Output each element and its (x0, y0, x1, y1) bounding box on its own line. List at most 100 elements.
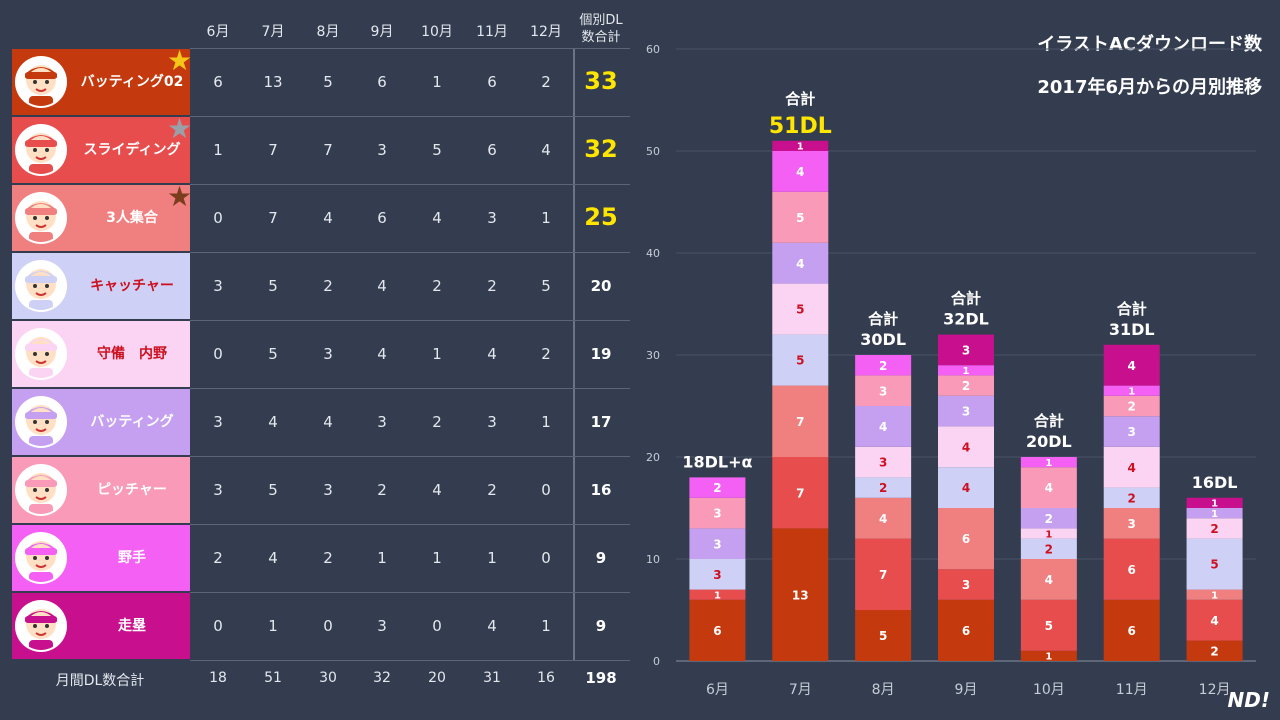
table-row: バッティング (12, 389, 190, 455)
segment-value-label: 5 (1210, 558, 1218, 572)
segment-value-label: 2 (1128, 491, 1136, 505)
table-cell: 3 (323, 481, 333, 499)
total-header-line1: 個別DL (579, 13, 623, 28)
row-divider (190, 660, 630, 661)
row-total: 9 (595, 549, 607, 567)
character-avatar-icon (15, 192, 67, 244)
bar-segment (855, 406, 912, 447)
segment-value-label: 4 (1210, 614, 1218, 628)
segment-value-label: 2 (879, 359, 887, 373)
bar-total-prefix: 合計 (867, 310, 898, 328)
watermark-logo: ND! (1227, 688, 1270, 712)
table-cell: 5 (268, 277, 278, 295)
table-cell: 2 (323, 549, 333, 567)
y-tick-label: 20 (646, 451, 660, 464)
y-tick-label: 10 (646, 553, 660, 566)
chart-subtitle: 2017年6月からの月別推移 (1037, 77, 1262, 98)
bar-segment (689, 528, 746, 559)
row-divider (190, 48, 630, 49)
row-divider (190, 184, 630, 185)
table-cell: 1 (213, 141, 223, 159)
table-cell: 2 (213, 549, 223, 567)
bar-segment (938, 395, 994, 427)
bar-segment (772, 151, 829, 192)
table-cell: 2 (377, 481, 387, 499)
segment-value-label: 6 (962, 532, 970, 546)
segment-value-label: 4 (962, 440, 970, 454)
bar-segment (772, 191, 829, 243)
bar-segment (1186, 589, 1243, 600)
segment-value-label: 4 (879, 420, 887, 434)
segment-value-label: 4 (1045, 573, 1053, 587)
table-cell: 3 (213, 277, 223, 295)
segment-value-label: 4 (962, 481, 970, 495)
table-cell: 4 (268, 413, 278, 431)
rank-star-icon: ★ (167, 180, 193, 213)
footer-month-total: 18 (209, 670, 227, 686)
row-divider (190, 456, 630, 457)
row-label: 守備 内野 (97, 346, 167, 362)
bar-segment (938, 375, 994, 396)
footer-label: 月間DL数合計 (55, 673, 145, 689)
bar-segment (855, 497, 912, 539)
bar-total-prefix: 合計 (1116, 300, 1147, 318)
bar-segment (1103, 446, 1160, 488)
table-cell: 4 (268, 549, 278, 567)
segment-value-label: 2 (1210, 644, 1218, 658)
segment-value-label: 6 (1128, 624, 1136, 638)
bar-segment (855, 538, 912, 610)
row-total: 9 (595, 617, 607, 635)
rank-star-icon: ★ (167, 112, 193, 145)
row-total: 25 (584, 203, 618, 231)
segment-value-label: 6 (713, 624, 721, 638)
x-tick-label: 9月 (955, 682, 978, 698)
segment-value-label: 3 (962, 578, 970, 592)
footer-month-total: 32 (373, 670, 391, 686)
total-column-divider (573, 48, 575, 660)
bar-segment (855, 355, 912, 376)
table-cell: 13 (263, 73, 283, 91)
y-tick-label: 40 (646, 247, 660, 260)
table-row: バッティング02 ★ (12, 47, 192, 115)
row-total: 16 (590, 481, 612, 499)
bar-segment (1020, 528, 1077, 539)
row-total: 19 (590, 345, 612, 363)
segment-value-label: 2 (1128, 400, 1136, 414)
table-cell: 6 (213, 73, 223, 91)
table-cell: 0 (213, 345, 223, 363)
footer-month-total: 31 (483, 670, 501, 686)
table-cell: 7 (268, 141, 278, 159)
bar-total-prefix: 合計 (950, 290, 981, 308)
table-cell: 3 (377, 141, 387, 159)
segment-value-label: 3 (962, 405, 970, 419)
table-cell: 3 (213, 413, 223, 431)
table-cell: 1 (268, 617, 278, 635)
character-avatar-icon (15, 56, 67, 108)
segment-value-label: 5 (796, 354, 804, 368)
table-row: スライディング ★ (12, 112, 193, 183)
table-cell: 4 (377, 345, 387, 363)
character-avatar-icon (15, 464, 67, 516)
y-tick-label: 50 (646, 145, 660, 158)
bar-segment (855, 477, 912, 498)
bar-segment (772, 334, 829, 386)
segment-value-label: 4 (879, 512, 887, 526)
segment-value-label: 1 (1128, 387, 1135, 398)
segment-value-label: 3 (713, 568, 721, 582)
row-label: キャッチャー (90, 278, 174, 294)
bar-segment (1103, 538, 1160, 600)
table-row: 守備 内野 (12, 321, 190, 387)
table-cell: 0 (323, 617, 333, 635)
segment-value-label: 4 (1128, 461, 1136, 475)
segment-value-label: 7 (879, 568, 887, 582)
table-cell: 0 (541, 549, 551, 567)
table-cell: 0 (432, 617, 442, 635)
row-label: ピッチャー (97, 482, 167, 498)
table-cell: 2 (541, 73, 551, 91)
segment-value-label: 3 (1128, 517, 1136, 531)
bar-segment (938, 569, 994, 600)
bar-segment (938, 467, 994, 508)
bar-segment (1103, 416, 1160, 447)
segment-value-label: 5 (1045, 619, 1053, 633)
bar-segment (689, 559, 746, 590)
